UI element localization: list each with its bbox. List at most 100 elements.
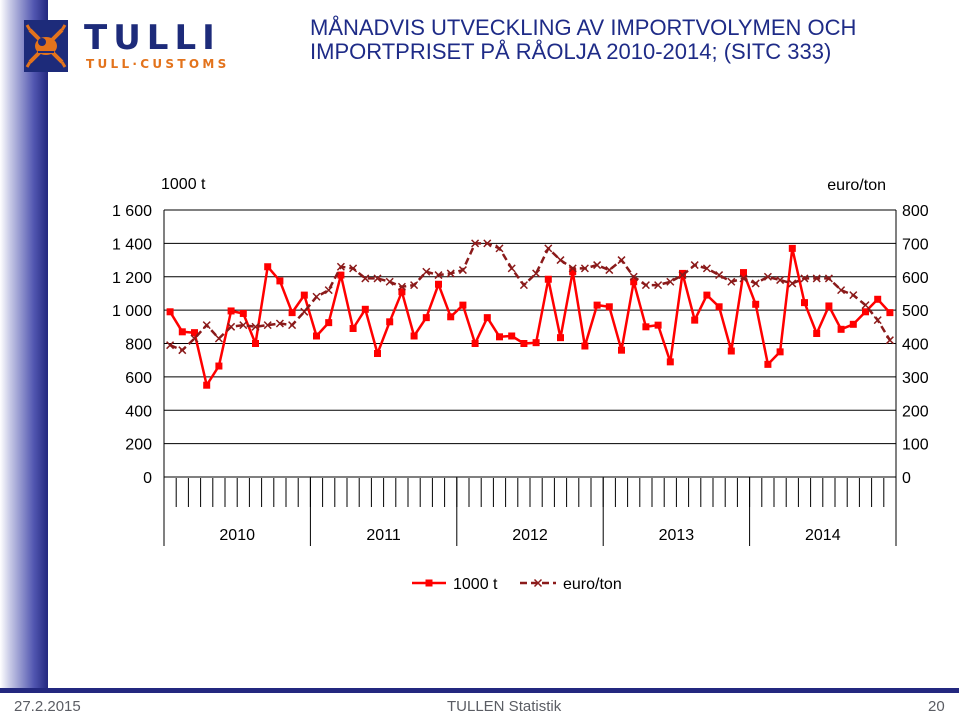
price-point <box>641 281 650 290</box>
volume-point <box>239 309 247 317</box>
price-point <box>214 334 223 343</box>
price-point <box>763 272 772 281</box>
price-point <box>227 322 236 331</box>
volume-point <box>166 308 174 316</box>
price-point <box>251 322 260 331</box>
volume-point <box>715 303 723 311</box>
legend: 1000 t euro/ton <box>412 576 622 593</box>
footer-rule <box>0 688 959 693</box>
tulli-logo: TULLI TULL·CUSTOMS <box>24 16 254 76</box>
price-point <box>837 286 846 295</box>
year-tick-label: 2010 <box>219 527 255 544</box>
left-axis-tick-label: 1 400 <box>112 236 152 253</box>
price-point <box>568 264 577 273</box>
price-point <box>288 321 297 330</box>
volume-point <box>349 324 357 332</box>
year-tick-label: 2012 <box>512 527 548 544</box>
price-point <box>812 274 821 283</box>
price-point <box>690 261 699 270</box>
volume-point <box>703 291 711 299</box>
volume-point <box>618 346 625 354</box>
volume-point <box>776 348 784 356</box>
volume-point <box>508 332 516 340</box>
price-point <box>263 321 272 330</box>
volume-point <box>435 280 442 288</box>
volume-point <box>410 332 418 340</box>
volume-point <box>557 334 564 342</box>
price-point <box>593 261 602 270</box>
price-point <box>483 239 492 248</box>
volume-point <box>178 328 186 336</box>
price-point <box>495 244 504 253</box>
year-tick-label: 2014 <box>805 527 841 544</box>
price-point <box>312 292 321 301</box>
legend-price-label: euro/ton <box>563 576 622 593</box>
volume-point <box>203 381 211 389</box>
volume-point <box>862 308 869 316</box>
volume-point <box>849 320 857 328</box>
right-axis-tick-label: 500 <box>902 303 929 320</box>
price-point <box>702 264 711 273</box>
price-point <box>190 334 199 343</box>
volume-point <box>569 268 577 276</box>
volume-point <box>654 321 662 329</box>
volume-point <box>264 263 272 271</box>
price-point <box>885 336 894 345</box>
volume-point <box>496 333 503 341</box>
price-point <box>727 277 736 286</box>
volume-point <box>447 313 455 321</box>
volume-point <box>593 301 601 309</box>
price-point <box>678 271 687 280</box>
volume-point <box>422 314 430 322</box>
logo-subtitle: TULL·CUSTOMS <box>86 57 230 71</box>
volume-point <box>337 271 345 279</box>
volume-point <box>532 339 540 347</box>
price-point <box>349 264 358 273</box>
right-axis-unit-label: euro/ton <box>827 177 886 194</box>
price-point <box>873 316 882 325</box>
footer-source: TULLEN Statistik <box>447 698 562 715</box>
sidebar-band <box>0 0 48 688</box>
volume-point <box>874 295 882 303</box>
volume-point <box>727 347 735 355</box>
price-point <box>397 282 406 291</box>
right-axis-tick-label: 0 <box>902 470 911 487</box>
page-title-line-2: IMPORTPRISET PÅ RÅOLJA 2010-2014; (SITC … <box>310 39 832 64</box>
price-point <box>446 269 455 278</box>
price-point <box>300 307 309 316</box>
volume-point <box>679 269 686 277</box>
right-axis-tick-label: 600 <box>902 270 929 287</box>
price-point <box>824 274 833 283</box>
lion-emblem-icon <box>24 20 68 72</box>
volume-point <box>191 329 198 337</box>
year-tick-label: 2011 <box>366 527 401 544</box>
volume-point <box>386 318 394 326</box>
left-axis-tick-label: 800 <box>125 337 152 354</box>
price-series-line <box>169 242 891 352</box>
price-point <box>202 321 211 330</box>
right-axis-tick-label: 700 <box>902 236 929 253</box>
volume-point <box>252 340 259 347</box>
price-point <box>507 264 516 273</box>
price-point <box>849 291 858 300</box>
left-axis-unit-label: 1000 t <box>161 176 206 193</box>
volume-point <box>630 278 638 286</box>
price-point <box>458 266 467 275</box>
volume-point <box>825 302 833 310</box>
volume-point <box>361 305 369 313</box>
volume-point <box>581 342 589 350</box>
volume-point <box>605 303 613 311</box>
legend-volume-marker <box>425 579 433 587</box>
price-point <box>605 266 614 275</box>
left-axis-tick-label: 600 <box>125 370 152 387</box>
left-axis-tick-label: 1 600 <box>112 203 152 220</box>
right-axis-tick-label: 200 <box>902 403 929 420</box>
price-point <box>861 301 870 310</box>
price-point <box>434 271 443 280</box>
footer-date: 27.2.2015 <box>14 698 81 715</box>
volume-point <box>276 277 284 285</box>
series <box>166 239 894 389</box>
price-point <box>166 341 175 350</box>
legend-volume-label: 1000 t <box>453 576 498 593</box>
volume-point <box>740 269 747 277</box>
